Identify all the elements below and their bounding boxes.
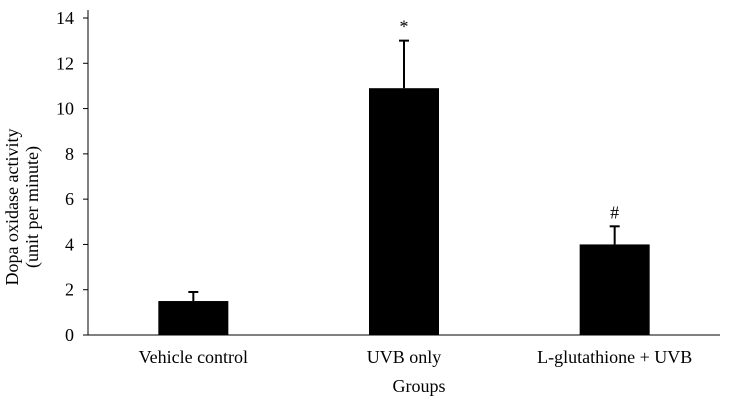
x-axis-title: Groups (393, 376, 446, 396)
bars: *# (158, 17, 650, 335)
y-tick-label: 10 (56, 99, 74, 119)
y-tick-label: 2 (65, 280, 74, 300)
x-category-label: UVB only (367, 347, 442, 367)
x-axis: Vehicle control UVB only L-glutathione + U… (88, 334, 720, 367)
y-tick-label: 14 (56, 8, 74, 28)
y-tick-label: 8 (65, 144, 74, 164)
bar (158, 301, 229, 335)
y-axis: 0 2 4 6 8 10 12 14 (56, 8, 89, 345)
x-category-label: L-glutathione + UVB (537, 347, 692, 367)
bar (369, 88, 439, 335)
y-axis-title: Dopa oxidase activity (unit per minute) (2, 129, 43, 286)
significance-marker: * (400, 17, 409, 37)
bar (579, 244, 650, 335)
significance-marker: # (610, 202, 619, 222)
y-tick-label: 0 (65, 325, 74, 345)
x-category-label: Vehicle control (139, 347, 248, 367)
y-tick-label: 6 (65, 189, 74, 209)
y-tick-label: 4 (65, 234, 74, 254)
y-tick-label: 12 (56, 53, 74, 73)
y-axis-title-line1: Dopa oxidase activity (2, 129, 22, 286)
y-axis-title-line2: (unit per minute) (22, 146, 43, 268)
